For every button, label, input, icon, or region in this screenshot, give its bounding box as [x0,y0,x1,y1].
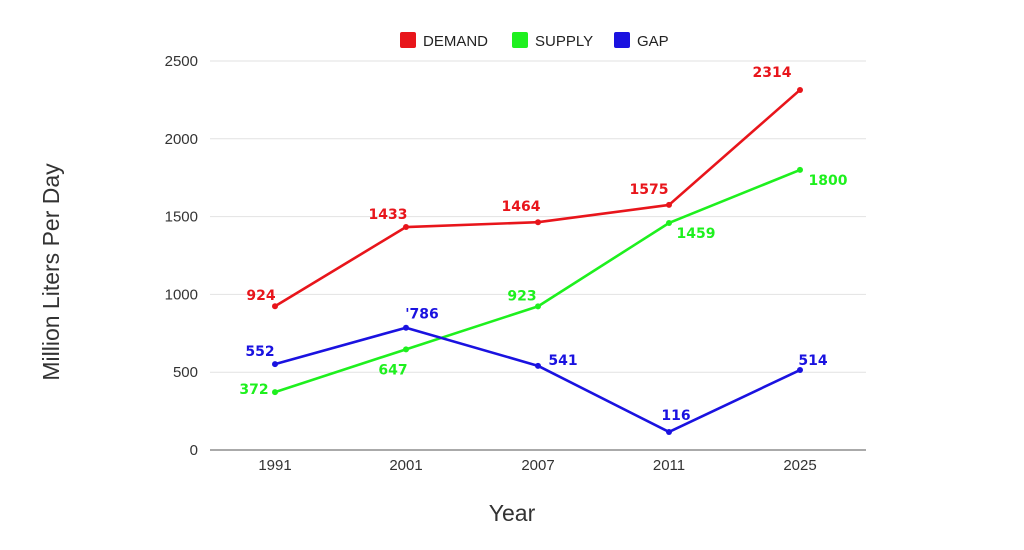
data-point [797,86,803,93]
legend-swatch [614,32,630,48]
series-line [274,88,801,308]
y-axis-ticks: 0 500 1000 1500 2000 2500 [165,53,198,459]
series-demand [272,86,803,310]
gridlines [210,60,866,373]
data-point [797,166,803,173]
data-point [272,303,278,310]
legend-swatch [512,32,528,48]
data-point [666,201,672,208]
data-point [403,324,409,331]
data-labels: 924 1433 1464 1575 2314 372 647 923 1459 1800 552 '… [239,65,847,424]
data-point [535,362,541,369]
data-label: 372 [239,382,268,398]
data-label: 1800 [809,173,848,189]
series-gap [272,324,803,435]
y-tick-label: 2000 [165,131,198,148]
data-point [272,361,278,368]
data-point [403,346,409,353]
x-tick-label: 2001 [389,457,422,474]
data-label: 541 [548,353,577,369]
legend-label: DEMAND [423,33,488,50]
x-tick-label: 2025 [783,457,816,474]
y-tick-label: 0 [190,442,198,459]
legend-item-gap: GAP [614,32,669,50]
data-label: 1433 [369,207,408,223]
series-lines [272,86,803,435]
data-point [535,303,541,310]
x-tick-label: 2011 [653,457,685,474]
legend-swatch [400,32,416,48]
y-tick-label: 2500 [165,53,198,70]
series-supply [272,166,803,396]
y-tick-label: 1500 [165,209,198,226]
data-point [403,224,409,231]
data-label: '786 [405,307,439,323]
legend-item-supply: SUPPLY [512,32,593,50]
data-label: 924 [246,288,275,304]
x-tick-label: 2007 [521,457,554,474]
data-point [272,389,278,396]
data-label: 514 [798,353,827,369]
data-label: 2314 [753,65,792,81]
y-tick-label: 500 [173,364,198,381]
y-axis-title: Million Liters Per Day [38,163,64,381]
series-line [274,326,801,434]
data-point [666,219,672,226]
x-axis-ticks: 1991 2001 2007 2011 2025 [258,457,816,474]
data-point [666,428,672,435]
y-tick-label: 1000 [165,286,198,303]
legend: DEMAND SUPPLY GAP [400,32,669,50]
data-label: 552 [245,344,274,360]
legend-label: GAP [637,33,669,50]
data-label: 647 [378,362,407,378]
legend-item-demand: DEMAND [400,32,488,50]
data-label: 1459 [677,226,716,242]
x-axis-title: Year [489,500,536,526]
data-point [535,219,541,226]
x-tick-label: 1991 [258,457,291,474]
legend-label: SUPPLY [535,33,593,50]
data-label: 1464 [502,199,541,215]
data-label: 116 [661,408,690,424]
data-label: 923 [507,288,536,304]
data-point [797,367,803,374]
data-label: 1575 [630,182,669,198]
